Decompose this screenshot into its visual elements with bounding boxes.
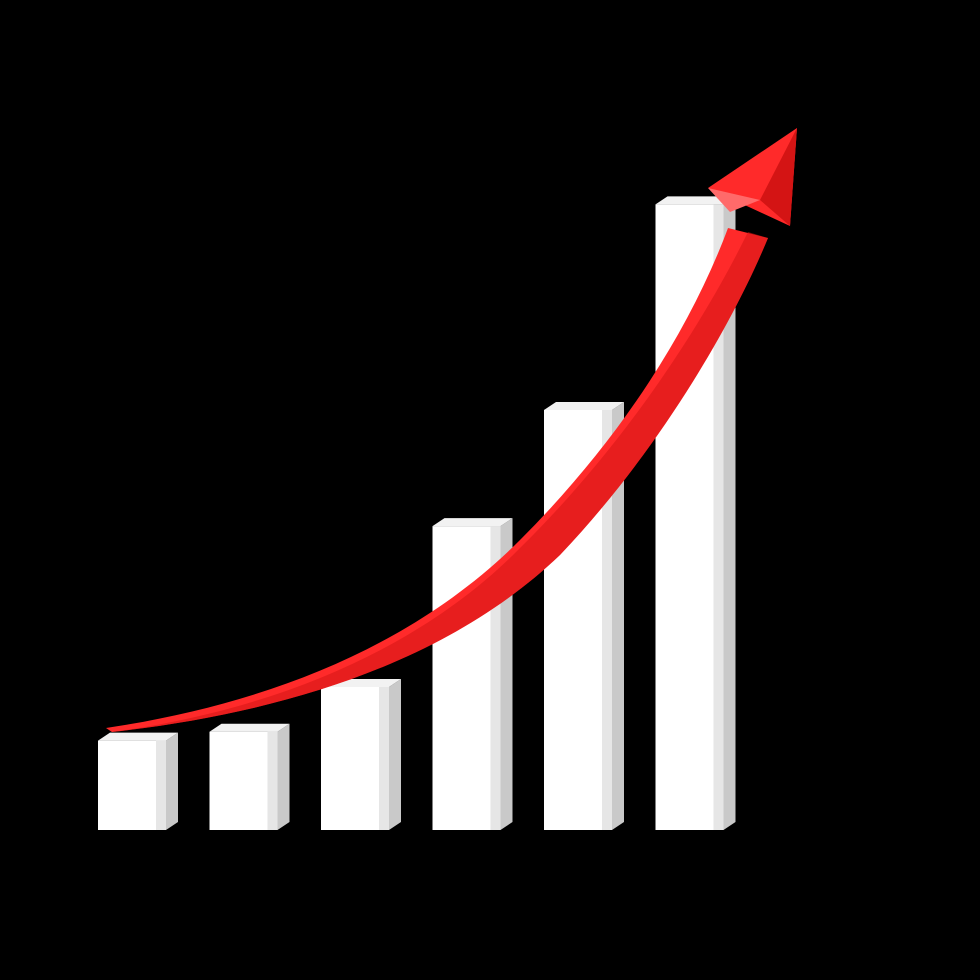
- bar-side-face: [723, 196, 736, 830]
- bar-side-face: [389, 679, 401, 830]
- bar-top-face: [209, 723, 290, 732]
- bar-side-face: [166, 732, 178, 830]
- trend-arrow: [106, 128, 797, 732]
- bar-front-face: [98, 740, 166, 830]
- trend-arrow-body-shade: [112, 232, 768, 732]
- bar-front-face: [209, 731, 278, 830]
- bar-top-face: [98, 732, 178, 741]
- bar-3: [321, 679, 401, 830]
- bar-front-shade: [267, 731, 278, 830]
- bar-top-face: [544, 401, 624, 410]
- bar-front-shade: [602, 409, 612, 830]
- bar-front-shade: [713, 204, 724, 830]
- bar-side-face: [277, 723, 290, 830]
- bar-1: [98, 732, 178, 830]
- bar-2: [209, 723, 290, 830]
- bar-front-face: [321, 687, 389, 830]
- trend-arrow-head-shade: [760, 128, 797, 226]
- bars-group: [98, 196, 736, 830]
- bar-front-shade: [490, 526, 501, 830]
- bar-front-shade: [156, 740, 166, 830]
- bar-front-shade: [379, 687, 389, 830]
- bar-top-face: [432, 518, 513, 527]
- trend-arrow-head-highlight: [708, 188, 760, 212]
- bar-top-face: [655, 196, 736, 205]
- bar-side-face: [612, 401, 624, 830]
